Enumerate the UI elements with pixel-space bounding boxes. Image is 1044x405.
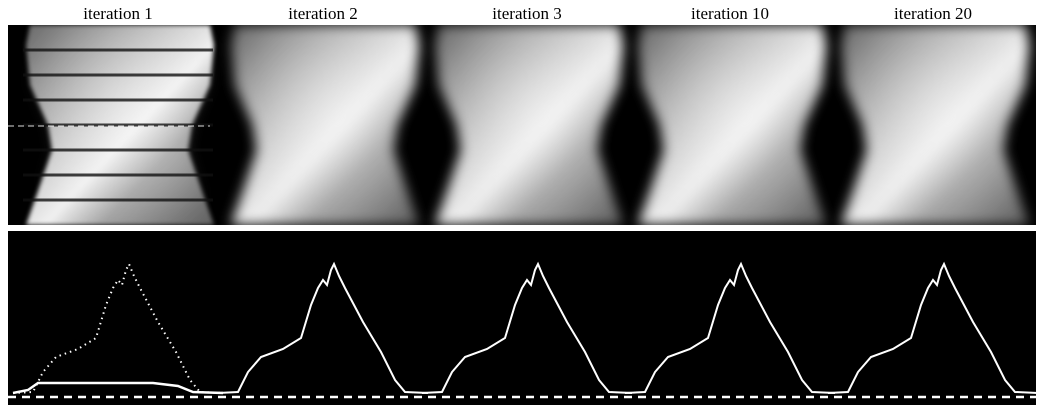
- highlight: [231, 25, 419, 225]
- highlight: [638, 25, 826, 225]
- estimate: [217, 261, 429, 394]
- true-profile: [12, 261, 224, 394]
- reconstruction: [638, 25, 826, 225]
- estimate: [624, 261, 836, 394]
- estimate: [827, 261, 1039, 394]
- profile-strip: [8, 231, 1036, 405]
- reconstruction: [841, 25, 1029, 225]
- separator: [8, 226, 1036, 230]
- highlight: [435, 25, 623, 225]
- estimate: [421, 261, 633, 394]
- reconstruction: [231, 25, 419, 225]
- panel-label: iteration 3: [492, 4, 561, 23]
- panels: [8, 25, 1029, 225]
- labels: iteration 1 iteration 2 iteration 3 iterati…: [83, 4, 972, 23]
- reconstruction: [8, 25, 214, 225]
- reconstruction: [435, 25, 623, 225]
- panel-label: iteration 1: [83, 4, 152, 23]
- panel-label: iteration 10: [691, 4, 769, 23]
- panel-label: iteration 20: [894, 4, 972, 23]
- panel-label: iteration 2: [288, 4, 357, 23]
- estimate: [12, 381, 224, 395]
- highlight: [841, 25, 1029, 225]
- profiles: [12, 261, 1039, 395]
